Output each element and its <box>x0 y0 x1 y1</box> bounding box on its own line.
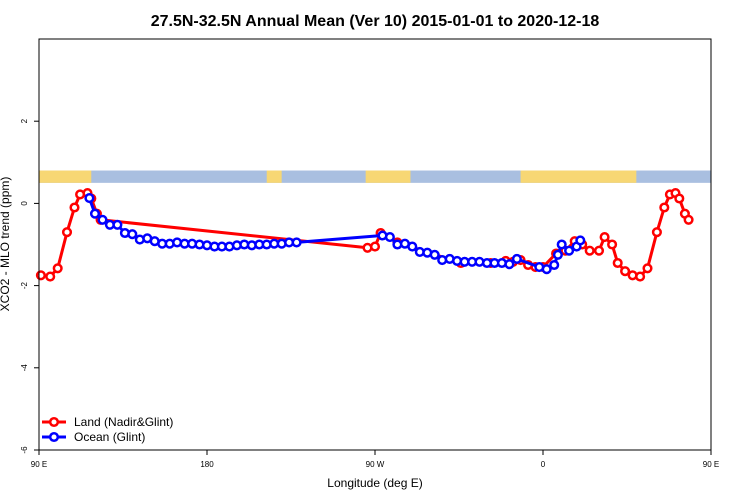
data-point <box>61 227 73 238</box>
land-band <box>39 170 711 183</box>
x-tick-label: 90 E <box>703 460 719 469</box>
legend-land-label: Land (Nadir&Glint) <box>74 415 173 429</box>
data-point <box>612 257 623 269</box>
data-point <box>674 193 685 204</box>
x-tick-label: 90 E <box>31 460 47 469</box>
data-point <box>35 270 46 281</box>
x-axis-label: Longitude (deg E) <box>327 476 422 490</box>
data-point <box>89 208 101 219</box>
x-tick-label: 0 <box>541 460 546 469</box>
y-axis-label: XCO2 - MLO trend (ppm) <box>0 177 12 312</box>
data-point <box>45 271 56 282</box>
data-point <box>291 237 302 248</box>
legend: Land (Nadir&Glint) Ocean (Glint) <box>42 415 173 444</box>
data-point <box>552 249 563 260</box>
data-point <box>52 263 63 274</box>
land-segment <box>266 170 282 183</box>
x-tick-label: 180 <box>200 460 214 469</box>
y-tick-label: 0 <box>20 201 29 206</box>
series-layer <box>35 188 694 282</box>
legend-ocean-label: Ocean (Glint) <box>74 430 145 444</box>
data-point <box>659 202 670 213</box>
data-point <box>112 219 123 230</box>
land-segment <box>39 170 92 183</box>
data-point <box>541 264 552 275</box>
y-tick-label: 2 <box>20 118 29 123</box>
data-point <box>69 202 80 213</box>
land-segment <box>520 170 637 183</box>
data-point <box>504 259 515 270</box>
chart-title: 27.5N-32.5N Annual Mean (Ver 10) 2015-01… <box>151 13 600 30</box>
data-point <box>384 232 395 243</box>
data-point <box>683 214 694 225</box>
series-ocean <box>84 193 586 275</box>
data-point <box>599 232 610 243</box>
data-point <box>556 239 567 250</box>
legend-ocean-marker <box>48 431 60 443</box>
data-point <box>593 245 605 256</box>
y-tick-label: -6 <box>20 446 29 454</box>
data-point <box>84 193 95 204</box>
data-point <box>635 271 646 282</box>
data-point <box>607 239 618 250</box>
x-tick-label: 90 W <box>366 460 385 469</box>
y-axis: -6 -4 -2 0 2 <box>20 118 39 454</box>
land-segment <box>365 170 411 183</box>
data-point <box>127 229 138 240</box>
data-point <box>575 235 586 246</box>
data-point <box>97 214 108 225</box>
x-axis: 90 E 180 90 W 0 90 E <box>31 450 719 469</box>
data-point <box>642 263 653 274</box>
data-point <box>369 241 381 252</box>
y-tick-label: -4 <box>20 364 29 372</box>
legend-land-marker <box>48 416 60 428</box>
data-point <box>511 253 522 264</box>
data-point <box>620 266 631 277</box>
data-point <box>407 241 418 252</box>
data-point <box>651 227 662 238</box>
data-point <box>564 245 575 256</box>
data-point <box>429 249 440 260</box>
data-point <box>584 245 595 256</box>
y-tick-label: -2 <box>20 281 29 289</box>
data-point <box>549 259 560 271</box>
